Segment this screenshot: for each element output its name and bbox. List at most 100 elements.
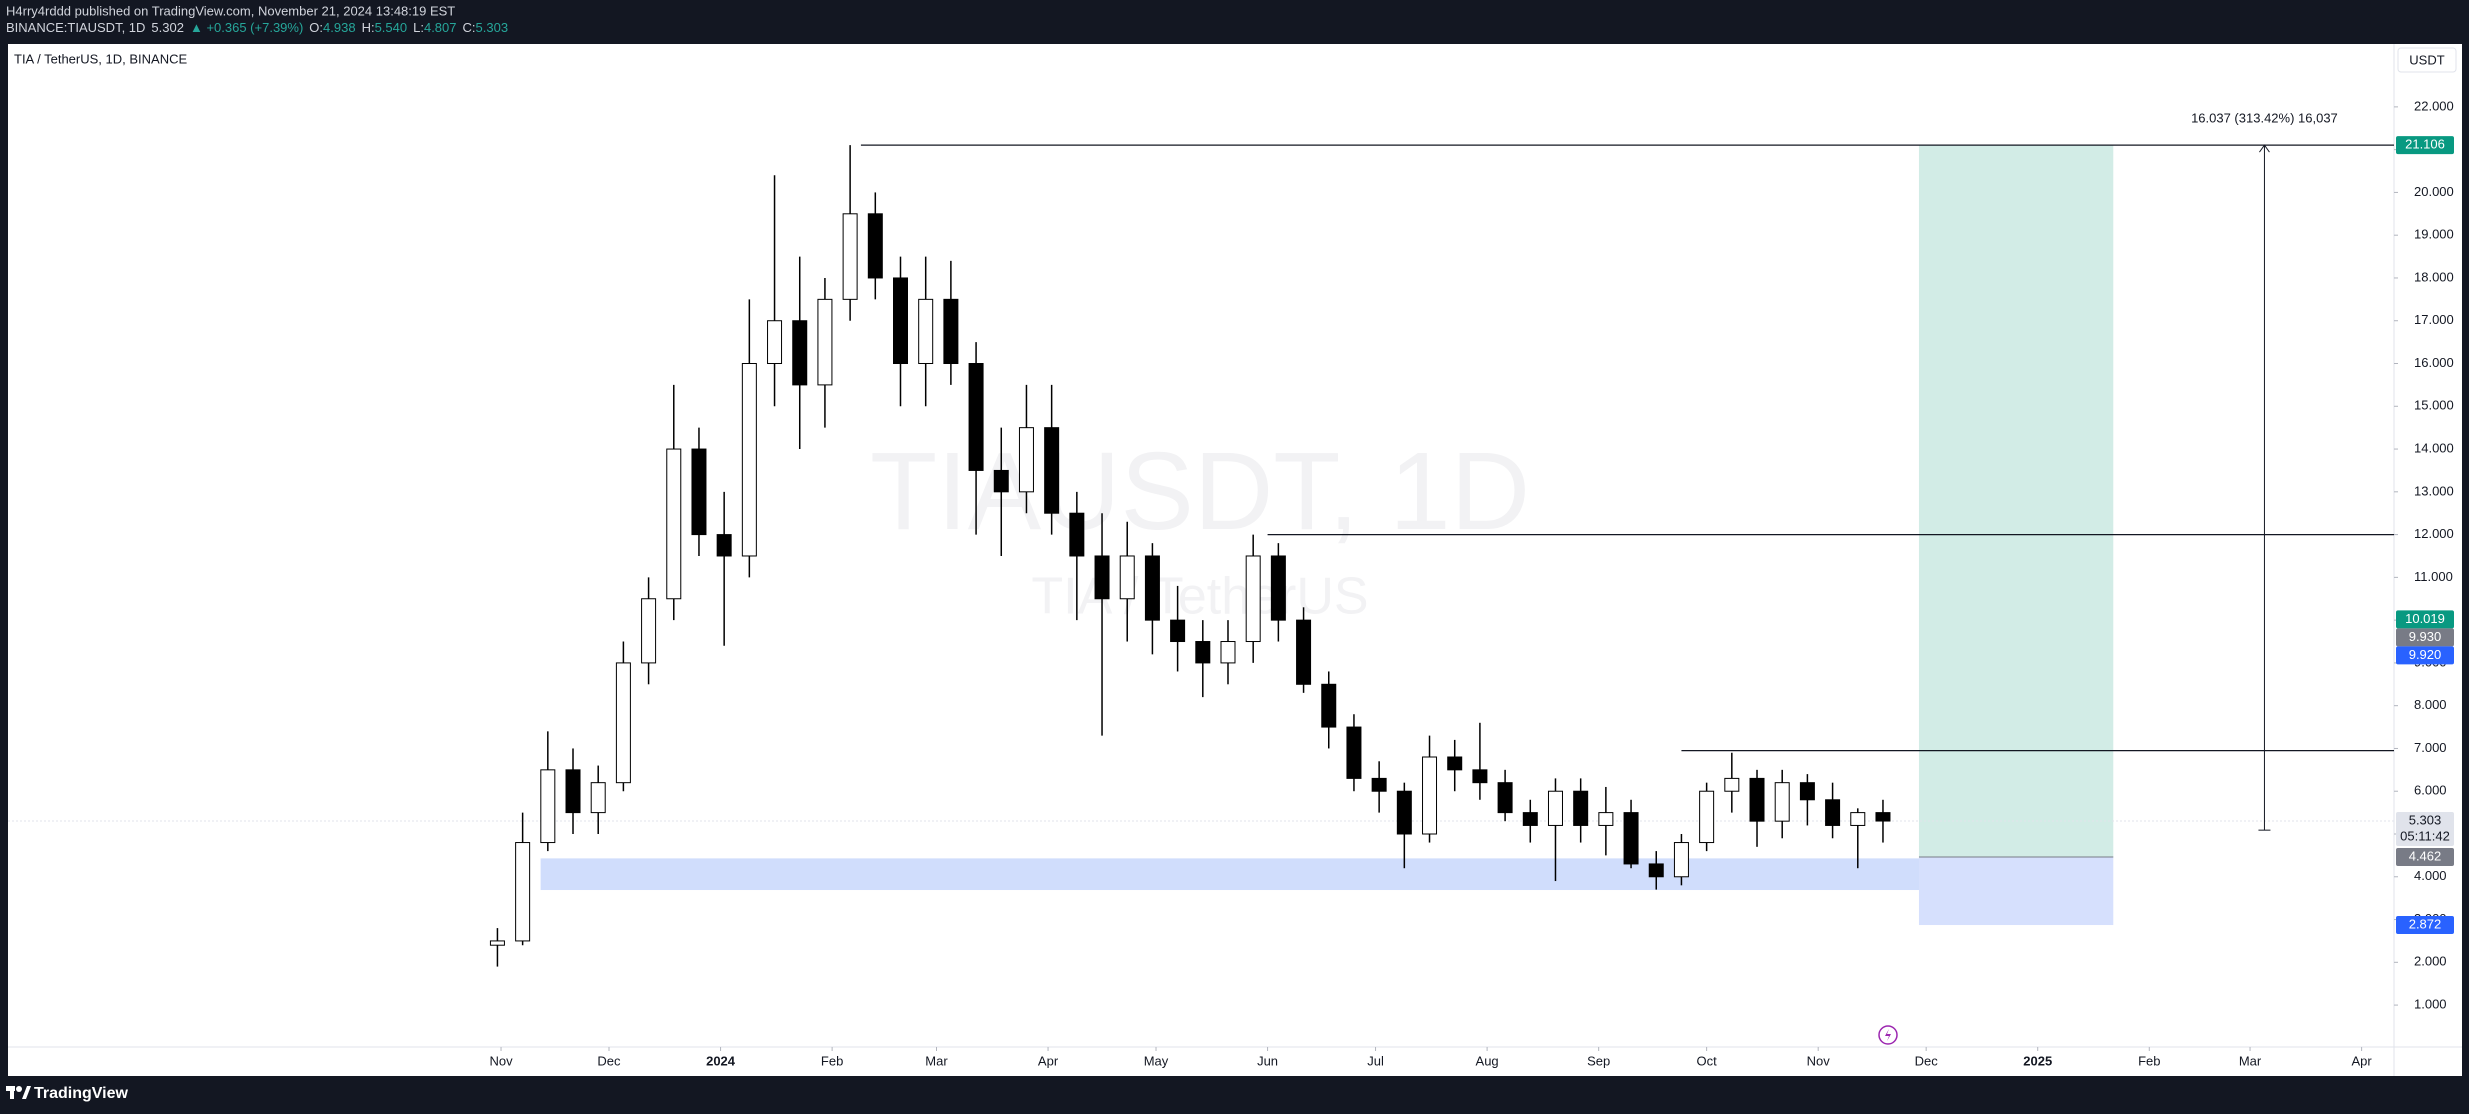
candle-body bbox=[1724, 777, 1740, 792]
candle-body bbox=[1472, 769, 1488, 784]
candle-body bbox=[666, 448, 682, 600]
candle-body bbox=[540, 769, 556, 844]
price-tag-label: 4.462 bbox=[2409, 848, 2442, 863]
y-tick-label: 16.000 bbox=[2414, 355, 2454, 370]
ohlc-value: 4.938 bbox=[323, 20, 356, 35]
candle-body bbox=[1094, 555, 1110, 600]
candle-body bbox=[893, 277, 909, 365]
candle-body bbox=[1850, 812, 1866, 826]
position-target bbox=[1918, 145, 2114, 858]
x-tick-label: Oct bbox=[1697, 1053, 1718, 1068]
ohlc-key: C: bbox=[463, 20, 476, 35]
candle-body bbox=[1346, 726, 1362, 779]
ohlc-value: 5.303 bbox=[476, 20, 509, 35]
candle-body bbox=[1497, 782, 1513, 814]
candle-body bbox=[1245, 555, 1261, 643]
price-tag-label: 21.106 bbox=[2405, 137, 2445, 152]
candle-body bbox=[1195, 641, 1211, 664]
candle-body bbox=[1396, 790, 1412, 835]
x-tick-label: Nov bbox=[489, 1053, 513, 1068]
countdown: 05:11:42 bbox=[2400, 828, 2450, 843]
y-tick-label: 8.000 bbox=[2414, 697, 2447, 712]
currency: USDT bbox=[2409, 52, 2444, 67]
measure-label: 16.037 (313.42%) 16,037 bbox=[2191, 111, 2338, 126]
x-tick-label: Feb bbox=[821, 1053, 843, 1068]
x-tick-label: Mar bbox=[2239, 1053, 2262, 1068]
price-tag bbox=[2396, 812, 2454, 847]
candle-body bbox=[1875, 812, 1891, 822]
candle-body bbox=[1270, 555, 1286, 621]
x-tick-label: Dec bbox=[1915, 1053, 1939, 1068]
candle-body bbox=[1825, 799, 1841, 826]
candle-body bbox=[867, 213, 883, 279]
price-tag-label: 5.303 bbox=[2409, 812, 2442, 827]
candle-body bbox=[1749, 777, 1765, 822]
x-tick-label: Jun bbox=[1257, 1053, 1278, 1068]
symbol: BINANCE:TIAUSDT, 1D bbox=[6, 20, 145, 35]
candle-body bbox=[1170, 619, 1186, 643]
candle-body bbox=[1220, 641, 1236, 664]
logo-part bbox=[16, 1086, 22, 1092]
x-tick-label: Dec bbox=[597, 1053, 621, 1068]
x-tick-label: Jul bbox=[1367, 1053, 1384, 1068]
ohlc-value: 4.807 bbox=[424, 20, 457, 35]
price-tag bbox=[2396, 628, 2454, 647]
logo-part bbox=[22, 1086, 31, 1099]
x-tick-label: Apr bbox=[2351, 1053, 2372, 1068]
support-zone bbox=[540, 858, 2009, 891]
candle-body bbox=[842, 213, 858, 300]
candle-body bbox=[792, 320, 808, 386]
candle-body bbox=[918, 298, 934, 365]
candle-body bbox=[489, 940, 505, 946]
x-tick-label: Feb bbox=[2138, 1053, 2160, 1068]
candle-body bbox=[1648, 863, 1664, 878]
price-tag bbox=[2396, 646, 2454, 665]
ohlc-key: L: bbox=[413, 20, 424, 35]
y-tick-label: 2.000 bbox=[2414, 954, 2447, 969]
candle-body bbox=[1069, 512, 1085, 557]
y-tick-label: 4.000 bbox=[2414, 868, 2447, 883]
price-tag bbox=[2396, 610, 2454, 629]
candle-body bbox=[1321, 683, 1337, 728]
y-tick-label: 15.000 bbox=[2414, 398, 2454, 413]
events-bolt bbox=[1885, 1029, 1891, 1041]
y-tick-label: 1.000 bbox=[2414, 997, 2447, 1012]
candle-body bbox=[1547, 790, 1563, 826]
candle-body bbox=[1573, 790, 1589, 826]
x-tick-label: 2024 bbox=[706, 1053, 736, 1068]
candle-body bbox=[1422, 756, 1438, 835]
y-tick-label: 20.000 bbox=[2414, 184, 2454, 199]
measure-arrow bbox=[2259, 144, 2270, 153]
candle-body bbox=[515, 842, 531, 942]
candle-body bbox=[817, 298, 833, 386]
price-tag bbox=[2396, 848, 2454, 867]
candle-body bbox=[641, 598, 657, 664]
x-tick-label: Mar bbox=[925, 1053, 948, 1068]
y-tick-label: 11.000 bbox=[2414, 569, 2453, 584]
candle-body bbox=[1522, 812, 1538, 826]
candle-body bbox=[691, 448, 707, 536]
candle-body bbox=[1774, 782, 1790, 822]
price-tag-label: 9.920 bbox=[2409, 647, 2442, 662]
candle-body bbox=[1673, 842, 1689, 878]
brand-logo bbox=[6, 1086, 31, 1099]
x-tick-label: 2025 bbox=[2023, 1053, 2052, 1068]
x-tick-label: Aug bbox=[1476, 1053, 1499, 1068]
price-change: ▲ +0.365 (+7.39%) bbox=[190, 20, 303, 35]
candle-body bbox=[1699, 790, 1715, 844]
price-tag-label: 2.872 bbox=[2409, 916, 2442, 931]
events-icon[interactable] bbox=[1878, 1025, 1898, 1045]
candle-body bbox=[1799, 782, 1815, 801]
price-tag-label: 9.930 bbox=[2409, 629, 2442, 644]
x-tick-label: Apr bbox=[1038, 1053, 1059, 1068]
candle-body bbox=[943, 298, 959, 365]
candle-body bbox=[1044, 427, 1060, 514]
x-tick-label: Nov bbox=[1807, 1053, 1831, 1068]
currency-box[interactable] bbox=[2397, 47, 2457, 73]
candle-body bbox=[716, 534, 732, 557]
candle-body bbox=[968, 363, 984, 471]
price-tag-label: 10.019 bbox=[2405, 611, 2445, 626]
candle-body bbox=[1018, 427, 1034, 493]
